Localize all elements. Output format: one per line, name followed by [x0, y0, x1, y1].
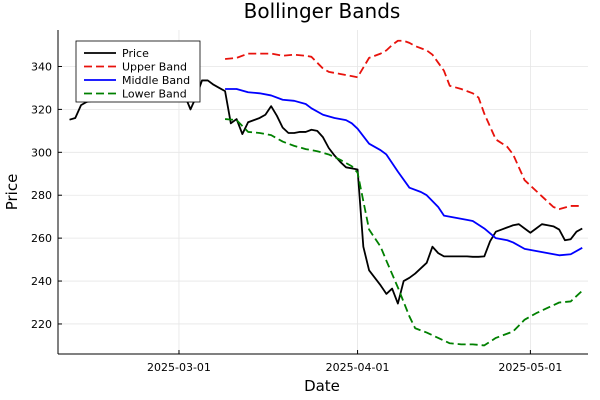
lower-band-series-line [224, 118, 583, 347]
y-tick-label: 280 [31, 189, 52, 202]
legend-box [75, 40, 201, 103]
y-tick-label: 320 [31, 103, 52, 116]
y-tick-label: 240 [31, 275, 52, 288]
grid-lines [58, 30, 588, 354]
y-tick-label: 340 [31, 60, 52, 73]
x-tick-label: 2025-04-01 [326, 361, 390, 374]
x-tick-label: 2025-05-01 [498, 361, 562, 374]
middle-band-series-line [225, 88, 583, 257]
upper-band-legend-label: Upper Band [122, 61, 187, 74]
price-legend-label: Price [122, 47, 149, 60]
y-tick-label: 260 [31, 232, 52, 245]
y-tick-label: 300 [31, 146, 52, 159]
y-tick-label: 220 [31, 318, 52, 331]
upper-band-series-line [224, 39, 583, 211]
x-axis-title: Date [304, 377, 340, 395]
lower-band-legend-label: Lower Band [122, 88, 187, 101]
x-tick-label: 2025-03-01 [147, 361, 211, 374]
middle-band-legend-label: Middle Band [122, 74, 190, 87]
y-axis-title: Price [3, 174, 21, 211]
tick-marks: 2025-03-01 2025-04-01 2025-05-01 220 240 260 2… [31, 60, 562, 374]
chart-title: Bollinger Bands [244, 0, 401, 23]
axes [57, 30, 588, 355]
